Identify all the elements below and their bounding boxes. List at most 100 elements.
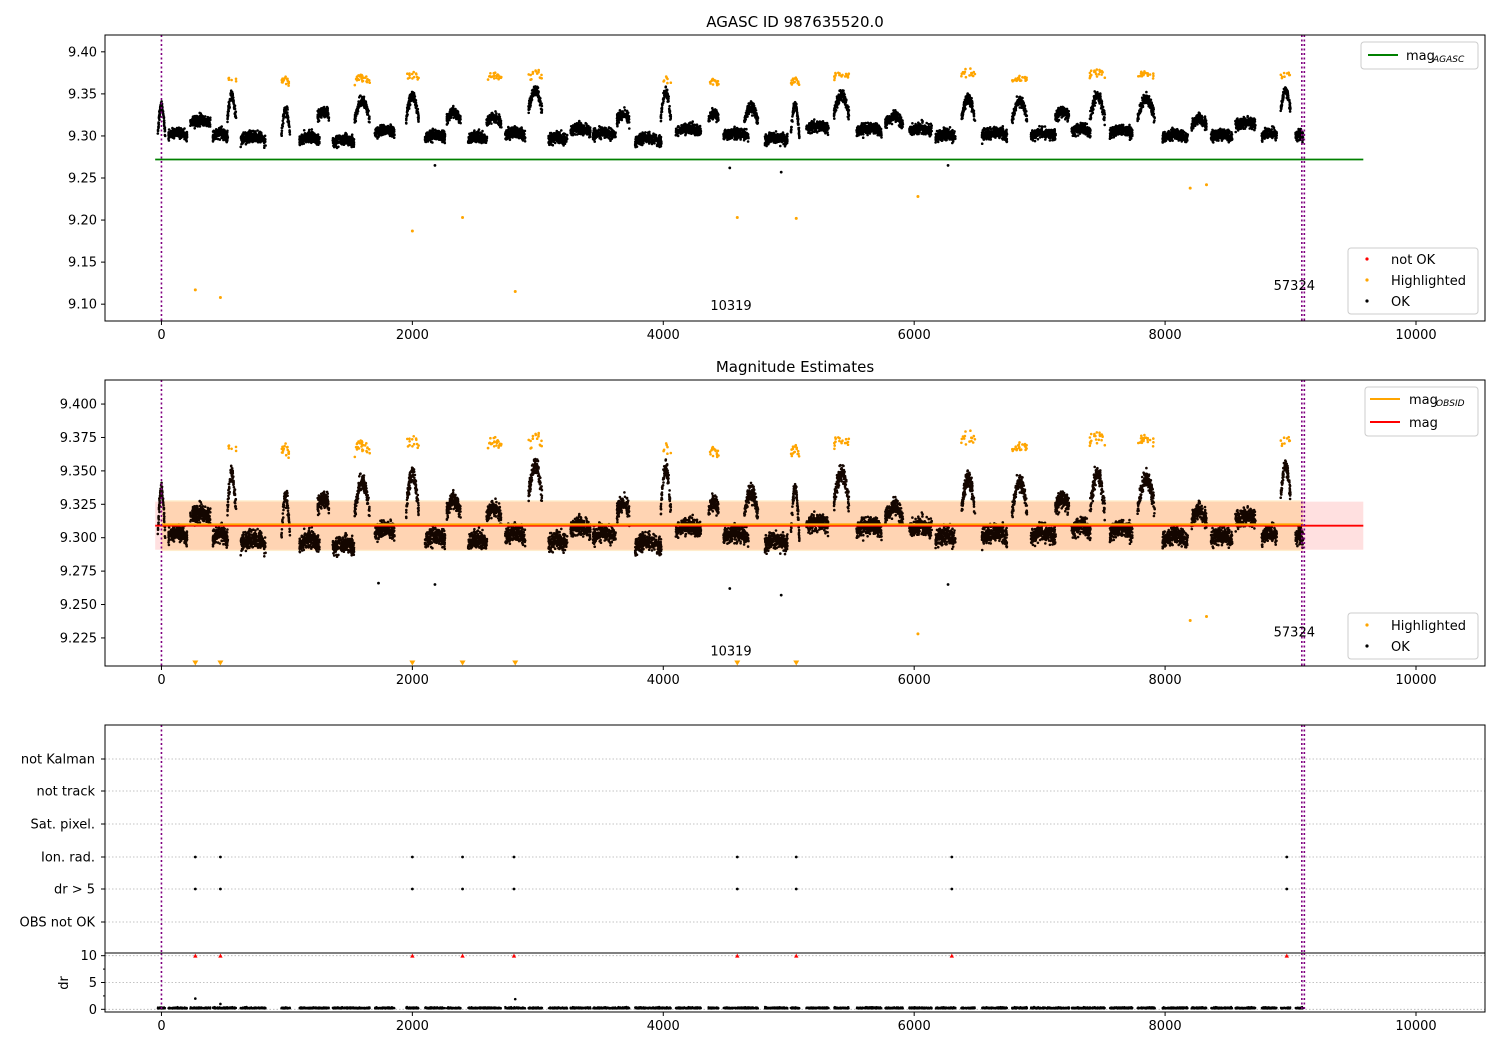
- x-tick-label: 4000: [647, 673, 680, 688]
- ok-outlier-point: [779, 593, 783, 597]
- flag-point: [950, 855, 954, 859]
- x-tick-label: 0: [157, 1019, 165, 1034]
- flag-point: [219, 887, 222, 891]
- x-tick-label: 8000: [1149, 1019, 1182, 1034]
- flag-point: [193, 887, 197, 891]
- highlighted-outlier-point: [461, 216, 465, 220]
- annotation-obsid-57324: 57324: [1274, 279, 1315, 294]
- flag-point: [193, 855, 197, 859]
- x-tick-label: 10000: [1395, 1019, 1436, 1034]
- flag-category-label: OBS not OK: [20, 916, 96, 931]
- x-tick-label: 2000: [396, 1019, 429, 1034]
- flag-category-label: not Kalman: [21, 753, 95, 768]
- highlighted-outlier-point: [916, 195, 920, 199]
- highlighted-outlier-point: [410, 229, 414, 233]
- ok-outlier-point: [946, 583, 950, 586]
- dr-clipped-marker: [511, 953, 517, 958]
- y-tick-label: 9.25: [68, 172, 97, 187]
- flag-point: [1285, 855, 1289, 859]
- below-range-marker: [512, 660, 519, 666]
- y-tick-label: 9.35: [68, 87, 97, 102]
- highlighted-outlier-point: [1188, 619, 1192, 623]
- flag-point: [512, 855, 516, 859]
- y-tick-label: 9.325: [60, 498, 97, 513]
- dr-data-points: [156, 1005, 1305, 1010]
- panel-flags-plot-area: [105, 725, 1485, 953]
- flag-category-label: Ion. rad.: [41, 851, 95, 866]
- panel-agasc: AGASC ID 987635520.0 0 2000 4000 6000 8000 10…: [68, 13, 1486, 343]
- x-tick-label: 6000: [898, 1019, 931, 1034]
- ok-outlier-point: [433, 163, 437, 167]
- panel-agasc-plot-area: [155, 35, 1364, 321]
- legend-highlighted-label: Highlighted: [1391, 274, 1466, 289]
- legend-ok-marker-2: [1365, 644, 1369, 648]
- highlighted-outlier-point: [916, 632, 920, 636]
- flag-point: [735, 887, 739, 891]
- dr-clipped-marker: [794, 953, 799, 958]
- y-tick-label: 0: [89, 1003, 97, 1018]
- legend-not-ok-marker: [1365, 257, 1369, 261]
- legend-mag-obsid-subscript: OBSID: [1436, 399, 1465, 409]
- x-tick-label: 6000: [898, 673, 931, 688]
- highlighted-outlier-point: [1204, 183, 1208, 187]
- panel-agasc-legend-points: not OK Highlighted OK: [1347, 247, 1479, 315]
- highlighted-outlier-point: [513, 290, 517, 294]
- dr-clipped-marker: [410, 953, 415, 958]
- flag-point: [794, 855, 798, 859]
- annotation-obsid-57324-2: 57324: [1274, 626, 1315, 641]
- highlighted-outlier-point: [1188, 186, 1192, 190]
- highlighted-outlier-point: [735, 216, 739, 220]
- panel-dr: 0 2000 4000 6000 8000 10000 0 5 10 dr: [57, 949, 1486, 1034]
- dr-spike-point: [219, 1002, 222, 1006]
- flag-point: [461, 855, 464, 859]
- flag-point: [461, 887, 464, 891]
- legend-mag-label: mag: [1409, 416, 1438, 431]
- legend-ok-marker: [1365, 299, 1369, 303]
- y-tick-label: 9.20: [68, 214, 97, 229]
- panel-dr-ylabel: dr: [57, 976, 72, 990]
- ok-outlier-point: [728, 166, 732, 170]
- highlighted-outlier-point: [1204, 615, 1208, 619]
- highlighted-data-points: [227, 67, 1292, 87]
- below-range-marker: [793, 660, 800, 666]
- ok-outlier-point: [779, 170, 783, 174]
- legend-not-ok-label: not OK: [1391, 253, 1436, 268]
- flag-point: [410, 855, 414, 859]
- y-tick-label: 9.40: [68, 45, 97, 60]
- panel-magnitude-title: Magnitude Estimates: [716, 358, 874, 376]
- dr-clipped-marker: [460, 953, 465, 958]
- y-tick-label: 9.275: [60, 565, 97, 580]
- x-tick-label: 0: [157, 328, 165, 343]
- flag-category-label: dr > 5: [54, 883, 95, 898]
- y-tick-label: 9.225: [60, 631, 97, 646]
- ok-outlier-point: [433, 583, 437, 586]
- below-range-marker: [734, 660, 741, 666]
- x-tick-label: 2000: [396, 328, 429, 343]
- ok-outlier-point: [728, 587, 732, 590]
- below-range-marker: [409, 660, 416, 666]
- panel-agasc-legend-line: mag AGASC: [1360, 41, 1479, 70]
- legend-highlighted-label-2: Highlighted: [1391, 619, 1466, 634]
- highlighted-outlier-point: [794, 216, 798, 220]
- y-tick-label: 9.350: [60, 464, 97, 479]
- annotation-obsid-10319-2: 10319: [710, 644, 751, 659]
- legend-highlighted-marker-2: [1365, 623, 1369, 627]
- highlighted-outlier-point: [218, 295, 222, 299]
- dr-spike-point: [194, 997, 197, 1000]
- panel-agasc-axes: 0 2000 4000 6000 8000 10000 9.10 9.15 9.20 9.25 9.…: [68, 45, 1437, 343]
- flag-point: [410, 887, 414, 891]
- y-tick-label: 9.30: [68, 129, 97, 144]
- panel-flags-axes: not Kalman not track Sat. pixel. Ion. rad. d…: [20, 753, 105, 931]
- highlighted-outlier-point: [193, 288, 197, 292]
- annotation-obsid-10319: 10319: [710, 299, 751, 314]
- panel-magnitude-legend-lines: mag OBSID mag: [1364, 386, 1479, 437]
- x-tick-label: 10000: [1395, 673, 1436, 688]
- panel-magnitude: Magnitude Estimates 0 2000 4000 6000 8000 100…: [60, 358, 1486, 688]
- x-tick-label: 4000: [647, 328, 680, 343]
- y-tick-label: 9.250: [60, 598, 97, 613]
- below-range-marker: [192, 660, 199, 666]
- flag-point: [794, 887, 798, 891]
- dr-clipped-marker: [735, 953, 740, 958]
- highlighted-data-points: [227, 429, 1292, 459]
